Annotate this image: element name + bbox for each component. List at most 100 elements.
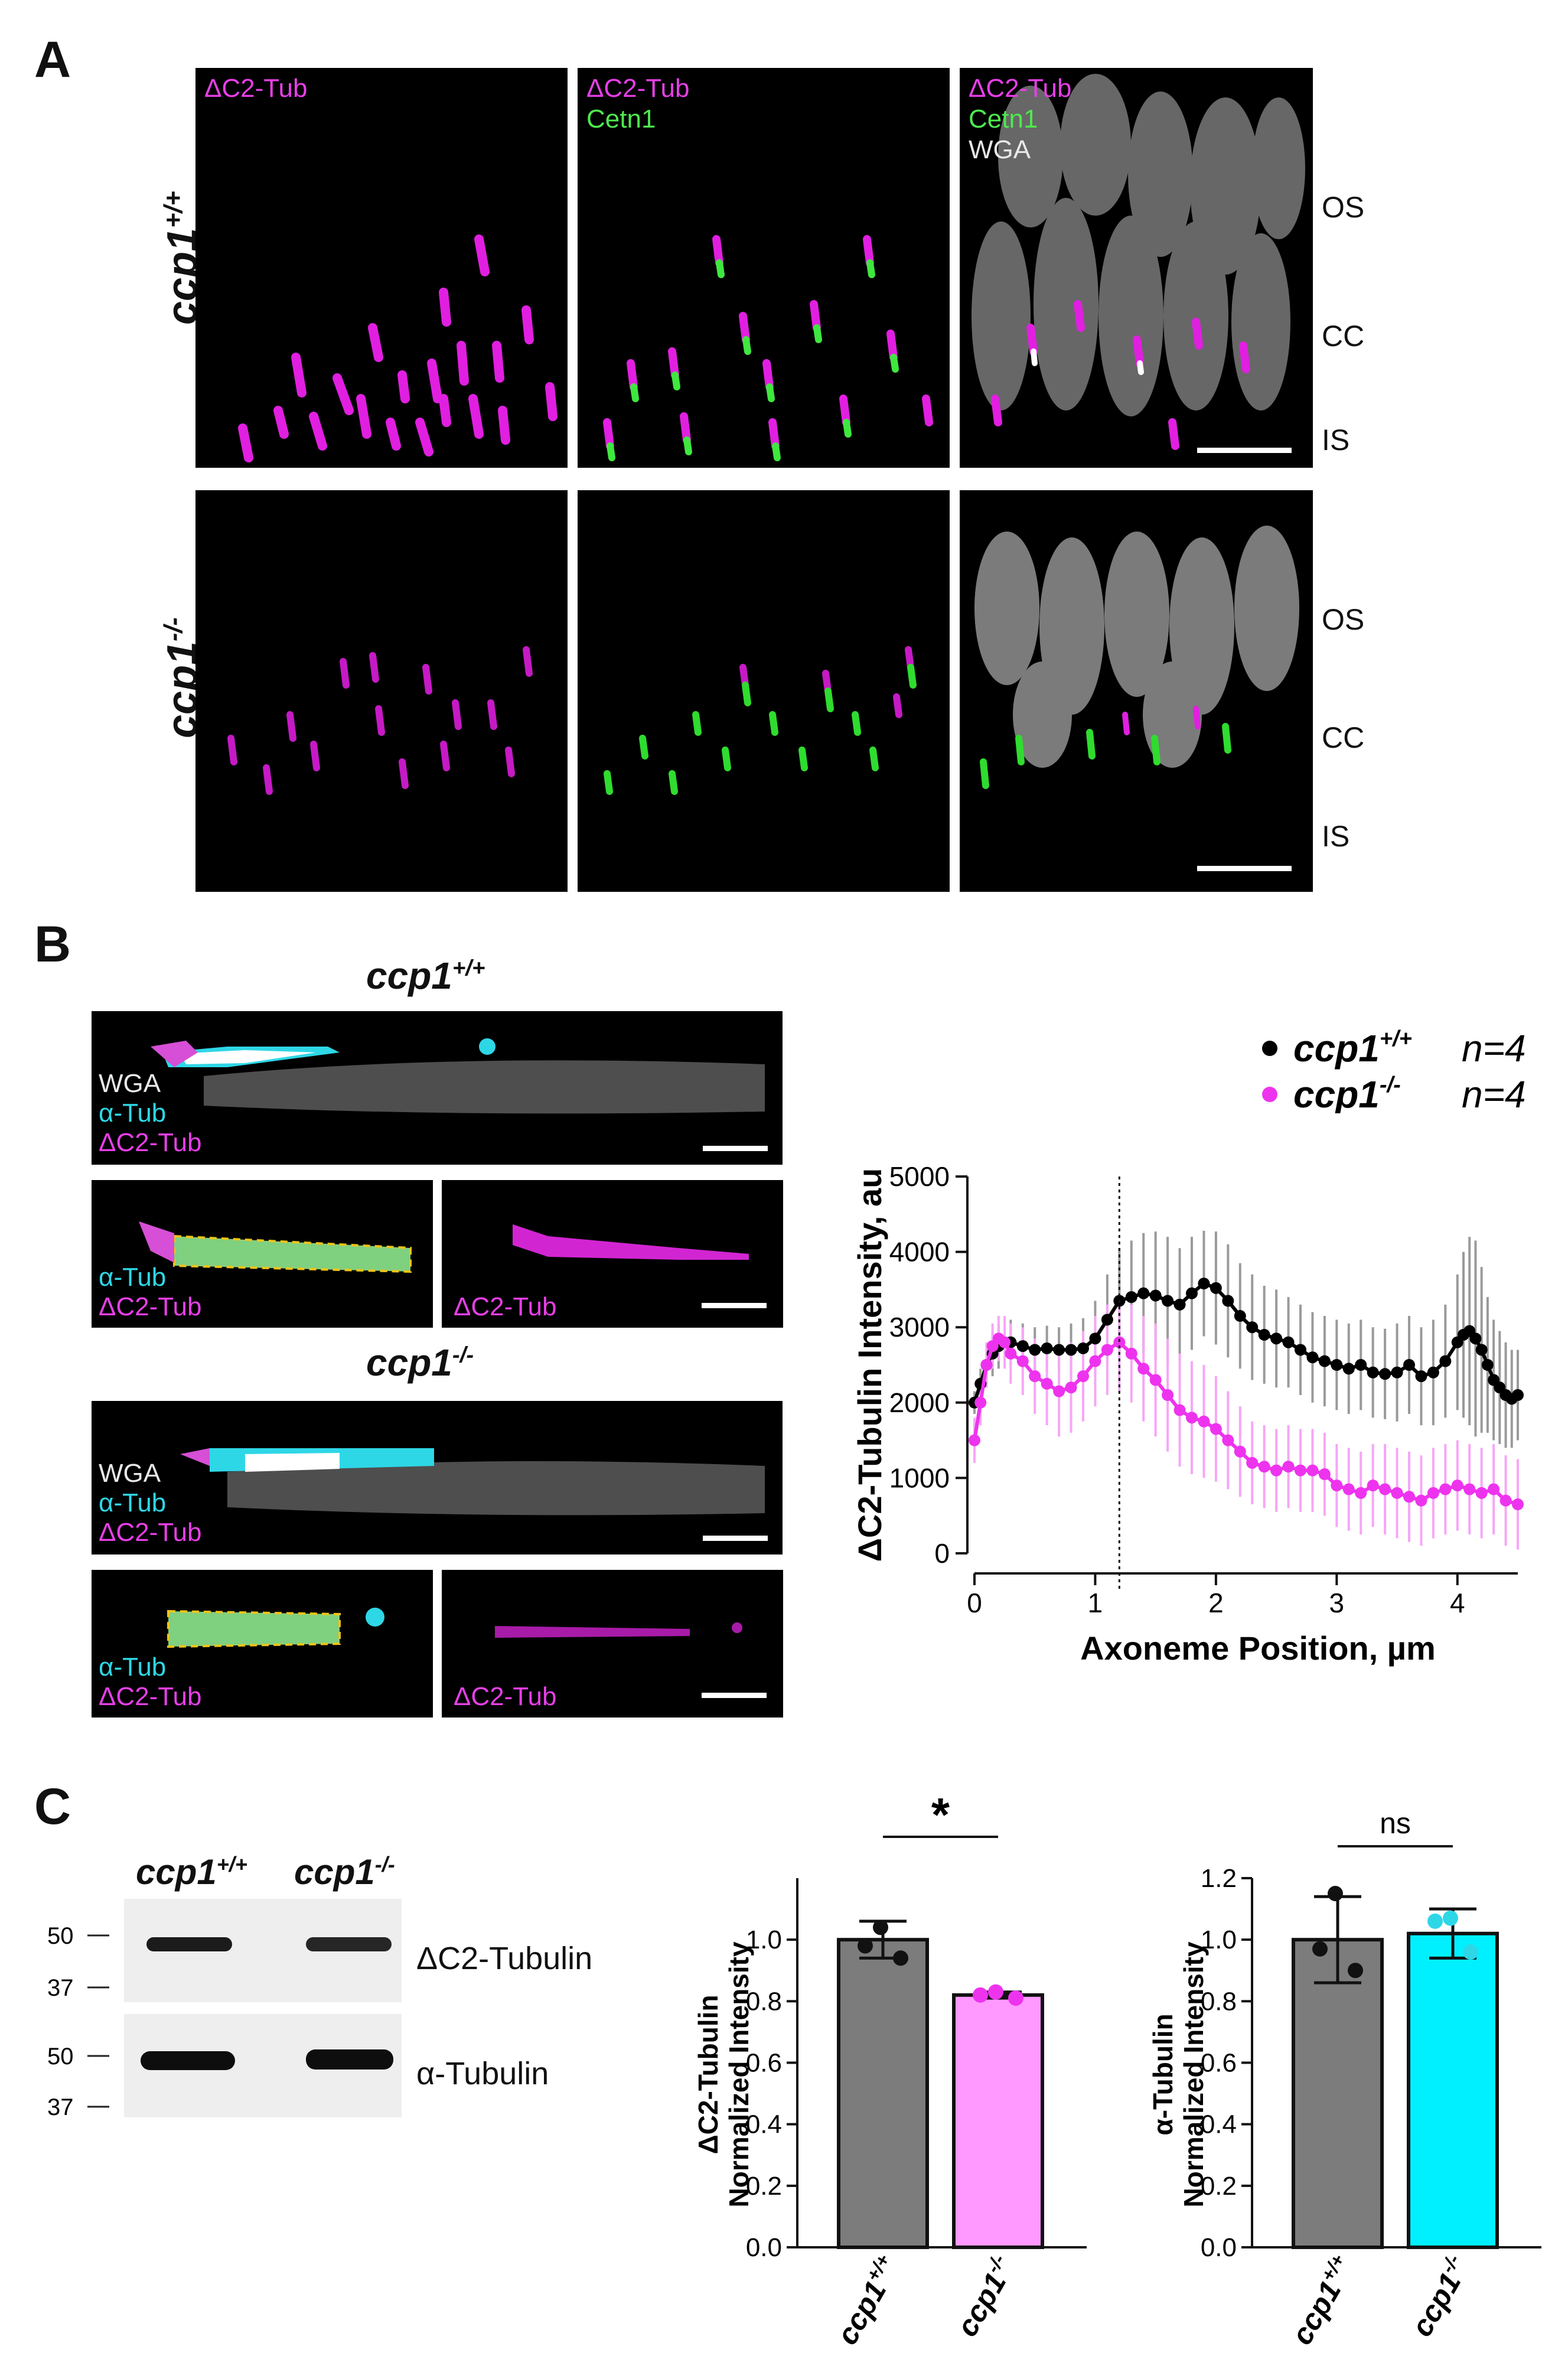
data-point-s0-45: [1469, 1332, 1482, 1345]
legend-marker-wt: [1262, 1041, 1277, 1056]
label-b2-atub: α-Tub: [99, 1263, 167, 1292]
data-point-s0-33: [1342, 1363, 1355, 1375]
legend-wt-geno: ccp1+/+: [1293, 1026, 1412, 1070]
data-point-s1-47: [1499, 1494, 1512, 1507]
data-point-s0-9: [1053, 1344, 1065, 1356]
data-point-s0-35: [1367, 1366, 1379, 1378]
x-category-label-0: ccp1+/+: [828, 2251, 906, 2351]
scale-bar: [703, 1536, 768, 1541]
legend-marker-ko: [1262, 1087, 1277, 1102]
y-axis-label-line-2: Normalized Intensity: [723, 1941, 754, 2207]
y-tick-label-0: 0.0: [1201, 2233, 1237, 2262]
label-a3-wga: WGA: [969, 135, 1031, 164]
b-title-wt-base: ccp1: [366, 954, 452, 997]
data-point-s0-52: [1512, 1389, 1524, 1402]
y-axis-label: ΔC2-Tubulin Intensity, au: [851, 1168, 888, 1562]
data-point-s0-28: [1282, 1336, 1295, 1348]
data-point-s0-31: [1318, 1355, 1331, 1367]
micrograph-b-ko-wga: WGA α-Tub ΔC2-Tub: [92, 1401, 783, 1555]
micrograph-b-wt-inset-merge: α-Tub ΔC2-Tub: [92, 1180, 433, 1328]
bar-chart-dc2-tubulin: ccp1+/+ ccp1-/- 0.0 0.2 0.4 0.6 0.8 1.0 ΔC2-Tubu…: [693, 1788, 1087, 2351]
data-point-s1-8: [1029, 1370, 1041, 1383]
y-tick-label-3: 3000: [889, 1312, 950, 1342]
scale-bar: [703, 1146, 768, 1151]
data-point-s1-20: [1173, 1404, 1186, 1416]
x-tick-label-0: 0: [967, 1588, 982, 1618]
micrograph-a-ko-dc2-cetn1: [578, 490, 950, 892]
data-point-s0-11: [1077, 1342, 1089, 1354]
data-point-s1-42: [1439, 1483, 1452, 1495]
dot-0-0: [1328, 1886, 1343, 1902]
data-point-s1-29: [1282, 1461, 1295, 1473]
b-title-ko-sup: -/-: [452, 1342, 474, 1368]
data-point-s1-13: [1089, 1355, 1101, 1367]
b-title-wt-sup: +/+: [452, 955, 485, 981]
line-chart-legend: ccp1+/+ n=4 ccp1-/- n=4: [1262, 1026, 1526, 1113]
data-point-s0-20: [1186, 1287, 1198, 1299]
data-point-s0-21: [1198, 1278, 1210, 1290]
data-point-s0-19: [1173, 1298, 1186, 1311]
data-point-s1-40: [1415, 1494, 1427, 1507]
marker-37-top: 37: [47, 1975, 74, 2001]
data-point-s1-34: [1342, 1483, 1355, 1495]
bar-chart-alpha-tubulin: ccp1+/+ ccp1-/- 0.0 0.2 0.4 0.6 0.8 1.0 1.2 α-Tub…: [1148, 1807, 1541, 2350]
data-point-s0-24: [1234, 1310, 1246, 1322]
y-tick-label-2: 0.4: [1201, 2110, 1237, 2139]
data-point-s1-36: [1367, 1479, 1379, 1492]
y-tick-label-0: 0.0: [746, 2233, 782, 2262]
micrograph-a-ko-wga-art: [974, 526, 1299, 789]
y-tick-label-5: 1.0: [1201, 1925, 1237, 1954]
data-point-s1-38: [1391, 1487, 1403, 1499]
label-b1-dc2: ΔC2-Tub: [99, 1128, 202, 1157]
row-label-wt-sup: +/+: [159, 191, 188, 228]
data-point-s1-48: [1512, 1498, 1524, 1511]
data-point-s0-8: [1041, 1342, 1053, 1354]
micrograph-a-wt-dc2: ΔC2-Tub: [195, 68, 568, 468]
dot-1-2: [1463, 1944, 1478, 1960]
data-point-s1-0: [969, 1434, 980, 1446]
scale-bar: [1197, 448, 1292, 453]
label-b2-dc2: ΔC2-Tub: [99, 1292, 202, 1321]
y-tick-label-4: 4000: [889, 1237, 950, 1267]
micrograph-b-wt-wga-art: [151, 1038, 765, 1114]
x-tick-label-2: 2: [1208, 1588, 1224, 1618]
data-point-s0-13: [1101, 1314, 1113, 1326]
bar-1: [1407, 1931, 1499, 2249]
data-point-s1-22: [1198, 1415, 1210, 1428]
bar-0: [1292, 1938, 1384, 2249]
micrograph-b-ko-inset-merge: α-Tub ΔC2-Tub: [92, 1570, 433, 1718]
dot-0-2: [893, 1950, 908, 1966]
panel-b-letter: B: [34, 916, 71, 973]
micrograph-a-ko-dc2: [195, 490, 568, 892]
data-point-s1-5: [999, 1336, 1011, 1348]
x-category-label-1: ccp1-/-: [1403, 2251, 1476, 2342]
data-point-s1-19: [1162, 1389, 1174, 1402]
y-axis-label-line-1: α-Tubulin: [1148, 2013, 1178, 2135]
micrograph-b-wt-wga: WGA α-Tub ΔC2-Tub: [92, 1011, 783, 1165]
blot-lane-ko-sup: -/-: [374, 1852, 395, 1876]
band-dc2-ko: [306, 1937, 392, 1951]
data-point-s0-41: [1439, 1355, 1452, 1367]
dot-1-2: [1008, 1990, 1023, 2006]
micrograph-b-ko-inset-merge-art: [167, 1608, 384, 1648]
dot-0-1: [1312, 1941, 1328, 1957]
data-point-s0-29: [1295, 1344, 1306, 1356]
blot-lane-wt-sup: +/+: [216, 1852, 247, 1876]
label-is-row2: IS: [1322, 820, 1350, 853]
label-b1-atub: α-Tub: [99, 1099, 167, 1127]
blot-band-label-atub: α-Tubulin: [416, 2056, 549, 2091]
data-point-s0-38: [1403, 1359, 1415, 1371]
label-cc-row1: CC: [1322, 320, 1365, 353]
data-point-s1-41: [1427, 1487, 1439, 1499]
data-point-s0-22: [1210, 1282, 1222, 1294]
y-tick-label-5: 5000: [889, 1161, 950, 1192]
label-b3-dc2: ΔC2-Tub: [454, 1292, 557, 1321]
data-point-s1-35: [1355, 1487, 1367, 1499]
data-point-s1-45: [1475, 1487, 1488, 1499]
label-b5-atub: α-Tub: [99, 1653, 167, 1681]
y-tick-label-2: 0.4: [746, 2110, 782, 2139]
line-chart-intensity-profile: 0 1000 2000 3000 4000 5000 0 1 2 3 4 Axoneme Positi…: [851, 1161, 1524, 1667]
y-tick-label-3: 0.6: [1201, 2049, 1237, 2078]
panel-b-title-wt: ccp1+/+: [366, 954, 485, 998]
data-point-s1-46: [1488, 1483, 1500, 1495]
